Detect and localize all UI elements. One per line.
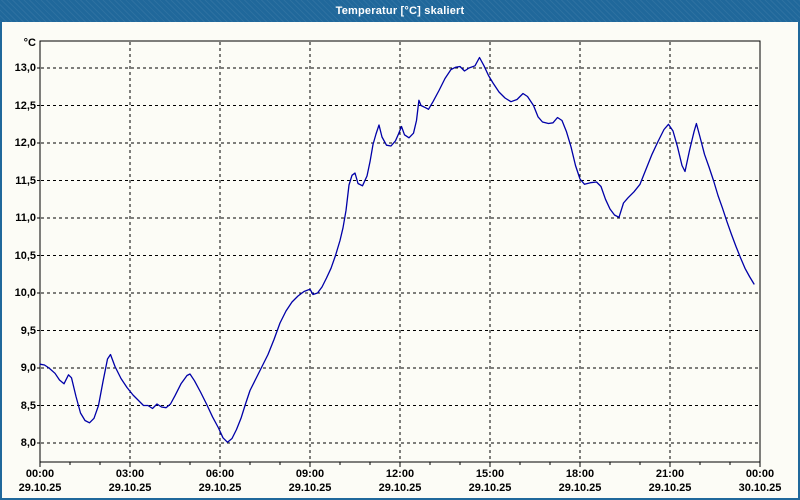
plot-area: [37, 40, 761, 467]
y-axis-label: 10,5: [14, 249, 36, 262]
y-axis-unit-label: °C: [23, 37, 36, 49]
y-axis-label: 9,0: [20, 362, 36, 374]
x-axis-date-label: 29.10.25: [18, 482, 62, 494]
y-axis-label: 11,0: [15, 212, 36, 224]
x-axis-time-label: 00:00: [745, 468, 775, 480]
y-axis-label: 12,5: [14, 99, 36, 112]
x-axis-date-label: 29.10.25: [108, 482, 152, 494]
x-axis-time-label: 09:00: [295, 468, 325, 480]
y-axis-label: 9,5: [20, 324, 36, 337]
y-axis-label: 11,5: [15, 174, 36, 187]
window-title: Temperatur [°C] skaliert: [335, 5, 465, 17]
x-axis-date-label: 29.10.25: [198, 482, 242, 494]
x-axis-time-label: 21:00: [655, 468, 685, 480]
x-axis-date-label: 29.10.25: [648, 482, 692, 494]
y-axis-label: 13,0: [14, 62, 36, 74]
x-axis-time-label: 12:00: [385, 468, 415, 480]
y-axis-label: 8,5: [20, 399, 36, 412]
y-axis-label: 10,0: [14, 287, 36, 299]
x-axis-date-label: 29.10.25: [288, 482, 332, 494]
x-axis-date-label: 30.10.25: [738, 482, 782, 494]
y-axis-label: 12,0: [14, 137, 36, 149]
temperature-series-line: [39, 56, 755, 443]
x-axis-time-label: 06:00: [205, 468, 235, 480]
x-axis-time-label: 15:00: [475, 468, 505, 480]
x-axis-date-label: 29.10.25: [378, 482, 422, 494]
window-titlebar[interactable]: Temperatur [°C] skaliert: [0, 0, 800, 22]
x-axis-time-label: 18:00: [565, 468, 595, 480]
x-axis-time-label: 03:00: [115, 468, 145, 480]
temperature-chart: °C 13,0 12,5 12,0 11,5 11,0 10,5 10,0 9,5 9,0 8,5…: [0, 22, 800, 500]
y-axis-label: 8,0: [20, 437, 36, 449]
x-axis-date-label: 29.10.25: [468, 482, 512, 494]
x-axis-date-label: 29.10.25: [558, 482, 602, 494]
x-axis-time-label: 00:00: [25, 468, 55, 480]
